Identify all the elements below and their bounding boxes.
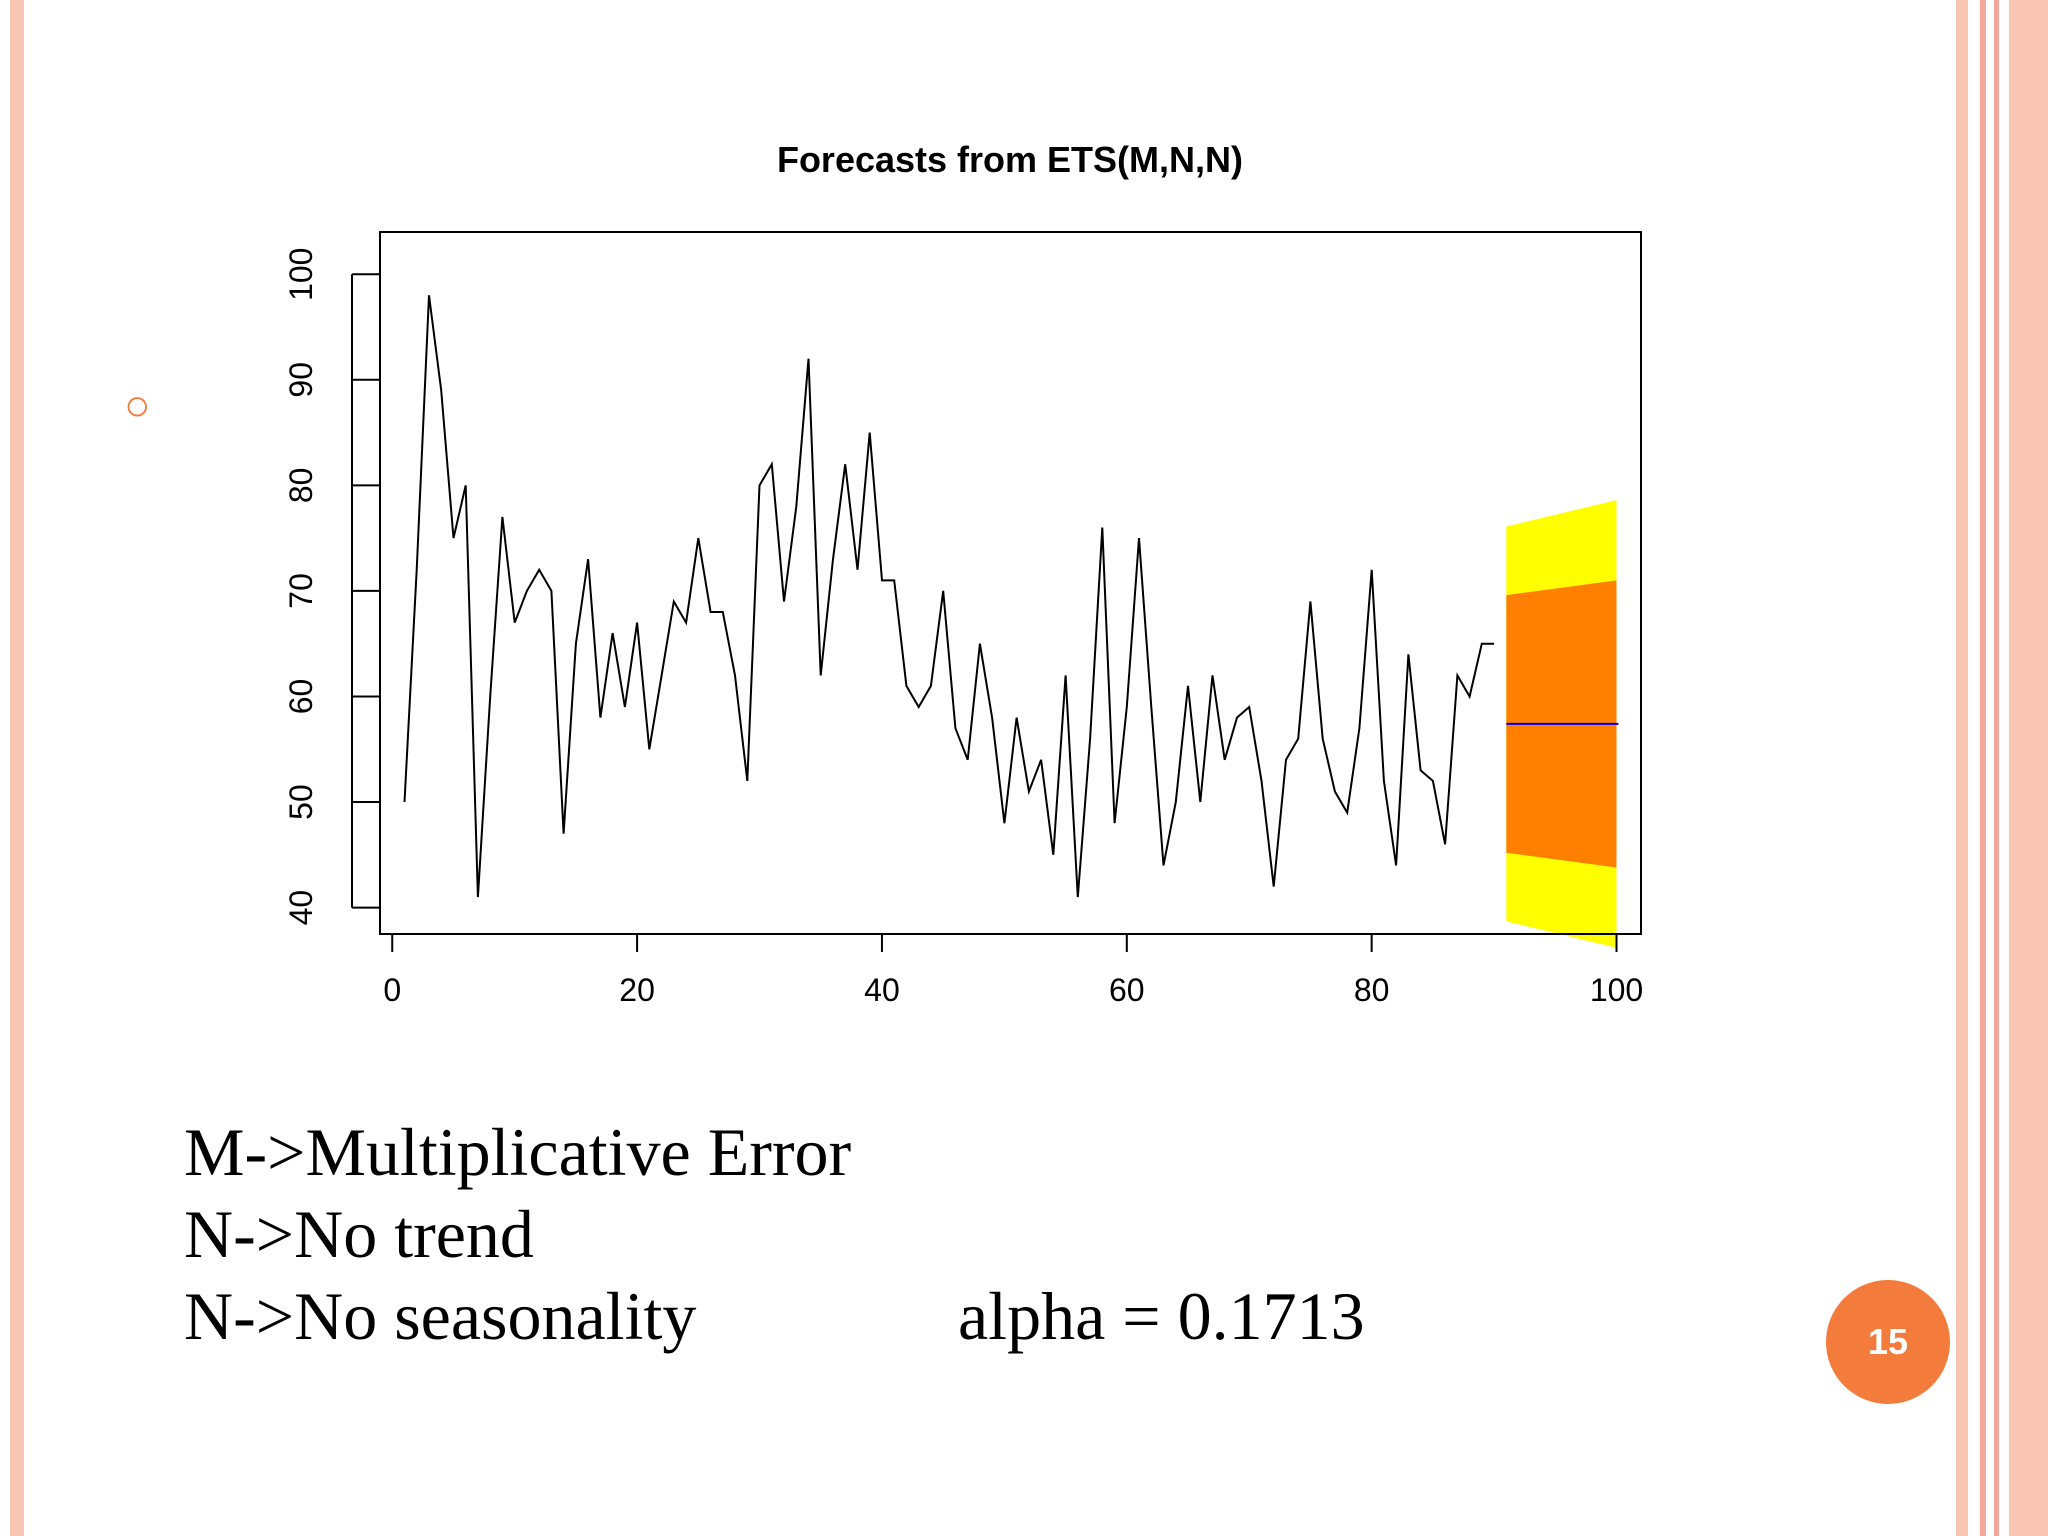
y-tick-label: 100 (283, 248, 319, 301)
y-tick-label: 60 (283, 679, 319, 715)
x-tick-label: 0 (383, 972, 401, 1008)
chart-background (290, 232, 1641, 1100)
alpha-value: alpha = 0.1713 (958, 1278, 1365, 1354)
chart-title: Forecasts from ETS(M,N,N) (777, 139, 1243, 180)
page-number: 15 (1867, 1321, 1909, 1362)
text-no-seasonality: N->No seasonality (184, 1278, 697, 1354)
left-border-band (10, 0, 24, 1536)
hollow-circle-bullet-icon: ○ (124, 381, 151, 430)
text-no-trend: N->No trend (184, 1196, 534, 1272)
right-border-band (1956, 0, 1968, 1536)
x-tick-label: 80 (1354, 972, 1390, 1008)
right-border-band (2009, 0, 2048, 1536)
text-multiplicative-error: M->Multiplicative Error (184, 1114, 852, 1190)
page-number-badge: 15 (1826, 1280, 1950, 1404)
series-line (403, 295, 1495, 898)
y-tick-label: 40 (283, 890, 319, 926)
right-border-band (1980, 0, 1986, 1536)
ets-forecast-chart: 0 20 40 60 80 100 40 50 60 70 80 90 100 Forecasts f… (283, 139, 1644, 1100)
y-tick-label: 70 (283, 573, 319, 609)
y-tick-label: 90 (283, 362, 319, 398)
x-tick-label: 60 (1109, 972, 1145, 1008)
x-tick-label: 20 (619, 972, 655, 1008)
y-axis: 40 50 60 70 80 90 100 (283, 248, 380, 926)
right-border-band (1994, 0, 1999, 1536)
x-tick-label: 100 (1590, 972, 1643, 1008)
y-tick-label: 50 (283, 784, 319, 820)
x-tick-label: 40 (864, 972, 900, 1008)
x-axis: 0 20 40 60 80 100 (383, 933, 1643, 1008)
y-tick-label: 80 (283, 468, 319, 504)
